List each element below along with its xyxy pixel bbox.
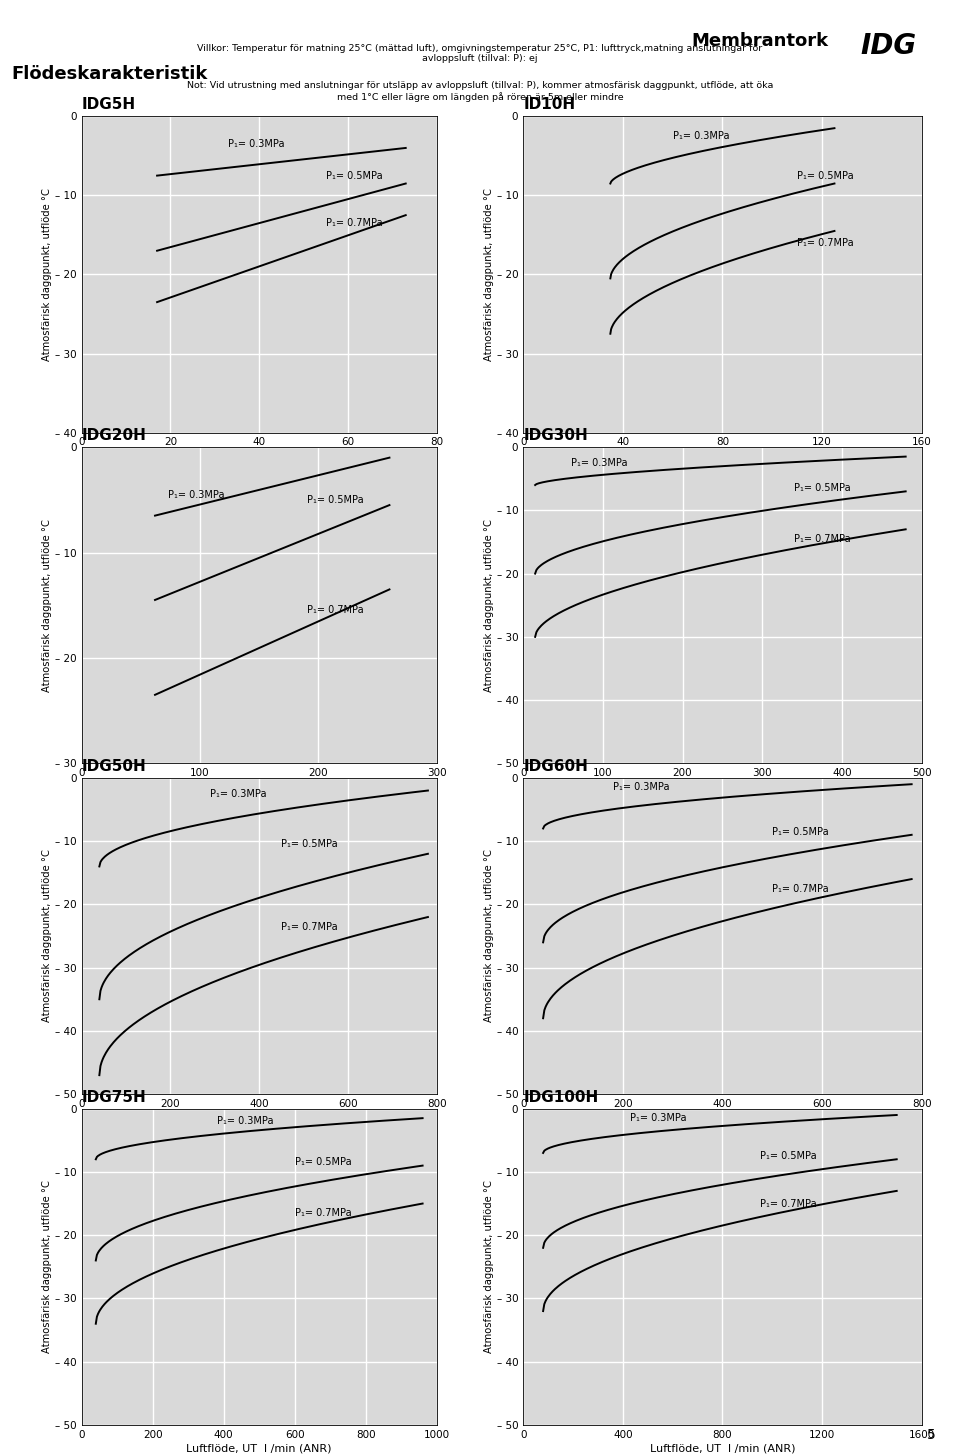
Text: P₁= 0.3MPa: P₁= 0.3MPa	[228, 140, 284, 148]
Text: P₁= 0.5MPa: P₁= 0.5MPa	[325, 170, 382, 180]
Y-axis label: Atmosfärisk daggpunkt, utflöde °C: Atmosfärisk daggpunkt, utflöde °C	[42, 1181, 53, 1354]
Text: P₁= 0.5MPa: P₁= 0.5MPa	[794, 483, 851, 493]
Y-axis label: Atmosfärisk daggpunkt, utflöde °C: Atmosfärisk daggpunkt, utflöde °C	[484, 188, 494, 361]
Text: IDG: IDG	[861, 32, 917, 60]
Text: P₁= 0.7MPa: P₁= 0.7MPa	[306, 605, 363, 615]
X-axis label: Luftflöde, UT  l /min (ANR): Luftflöde, UT l /min (ANR)	[650, 452, 795, 461]
Y-axis label: Atmosfärisk daggpunkt, utflöde °C: Atmosfärisk daggpunkt, utflöde °C	[484, 1181, 494, 1354]
Text: P₁= 0.3MPa: P₁= 0.3MPa	[631, 1114, 686, 1122]
Text: P₁= 0.3MPa: P₁= 0.3MPa	[571, 458, 628, 468]
X-axis label: Luftflöde, UT  l /min (ANR): Luftflöde, UT l /min (ANR)	[186, 1114, 332, 1122]
Text: P₁= 0.7MPa: P₁= 0.7MPa	[794, 534, 851, 544]
Y-axis label: Atmosfärisk daggpunkt, utflöde °C: Atmosfärisk daggpunkt, utflöde °C	[42, 849, 53, 1022]
Text: P₁= 0.5MPa: P₁= 0.5MPa	[306, 494, 363, 505]
Text: IDG100H: IDG100H	[523, 1089, 598, 1105]
Text: 5: 5	[927, 1428, 936, 1442]
Text: IDG20H: IDG20H	[82, 427, 147, 443]
Text: P₁= 0.5MPa: P₁= 0.5MPa	[759, 1152, 816, 1162]
Text: IDG75H: IDG75H	[82, 1089, 146, 1105]
X-axis label: Luftflöde, UT  l /min (ANR): Luftflöde, UT l /min (ANR)	[186, 452, 332, 461]
X-axis label: Luftflöde, UT  l /min (ANR): Luftflöde, UT l /min (ANR)	[186, 782, 332, 792]
Y-axis label: Atmosfärisk daggpunkt, utflöde °C: Atmosfärisk daggpunkt, utflöde °C	[42, 519, 53, 692]
Text: P₁= 0.3MPa: P₁= 0.3MPa	[612, 782, 669, 792]
Text: P₁= 0.7MPa: P₁= 0.7MPa	[772, 884, 828, 894]
Text: P₁= 0.5MPa: P₁= 0.5MPa	[772, 827, 828, 836]
X-axis label: Luftflöde, UT  l /min (ANR): Luftflöde, UT l /min (ANR)	[186, 1444, 332, 1454]
Text: P₁= 0.7MPa: P₁= 0.7MPa	[281, 922, 338, 932]
X-axis label: Luftflöde, UT  l /min (ANR): Luftflöde, UT l /min (ANR)	[650, 1444, 795, 1454]
Text: IDG50H: IDG50H	[82, 759, 146, 774]
Text: P₁= 0.3MPa: P₁= 0.3MPa	[168, 490, 225, 500]
Text: Not: Vid utrustning med anslutningar för utsläpp av avloppsluft (tillval: P), ko: Not: Vid utrustning med anslutningar för…	[187, 81, 773, 102]
Text: P₁= 0.3MPa: P₁= 0.3MPa	[217, 1117, 273, 1127]
Text: P₁= 0.3MPa: P₁= 0.3MPa	[673, 131, 729, 141]
X-axis label: Luftflöde, UT  l /min (ANR): Luftflöde, UT l /min (ANR)	[650, 1114, 795, 1122]
Text: IDG30H: IDG30H	[523, 427, 588, 443]
Y-axis label: Atmosfärisk daggpunkt, utflöde °C: Atmosfärisk daggpunkt, utflöde °C	[484, 849, 494, 1022]
Y-axis label: Atmosfärisk daggpunkt, utflöde °C: Atmosfärisk daggpunkt, utflöde °C	[484, 519, 494, 692]
Text: P₁= 0.7MPa: P₁= 0.7MPa	[797, 238, 853, 247]
Text: P₁= 0.5MPa: P₁= 0.5MPa	[295, 1157, 351, 1168]
Text: Membrantork: Membrantork	[691, 32, 828, 49]
Y-axis label: Atmosfärisk daggpunkt, utflöde °C: Atmosfärisk daggpunkt, utflöde °C	[42, 188, 53, 361]
Text: P₁= 0.5MPa: P₁= 0.5MPa	[797, 170, 853, 180]
Text: IDG60H: IDG60H	[523, 759, 588, 774]
Text: ID10H: ID10H	[523, 97, 575, 112]
X-axis label: Luftflöde, UT  l /min (ANR): Luftflöde, UT l /min (ANR)	[650, 782, 795, 792]
Text: P₁= 0.3MPa: P₁= 0.3MPa	[210, 788, 267, 798]
Text: Villkor: Temperatur för matning 25°C (mättad luft), omgivningstemperatur 25°C, P: Villkor: Temperatur för matning 25°C (mä…	[198, 44, 762, 63]
Text: Flödeskarakteristik: Flödeskarakteristik	[12, 65, 208, 83]
Text: P₁= 0.7MPa: P₁= 0.7MPa	[759, 1198, 816, 1208]
Text: P₁= 0.5MPa: P₁= 0.5MPa	[281, 839, 338, 849]
Text: P₁= 0.7MPa: P₁= 0.7MPa	[325, 218, 382, 228]
Text: IDG5H: IDG5H	[82, 97, 135, 112]
Text: P₁= 0.7MPa: P₁= 0.7MPa	[295, 1208, 351, 1218]
